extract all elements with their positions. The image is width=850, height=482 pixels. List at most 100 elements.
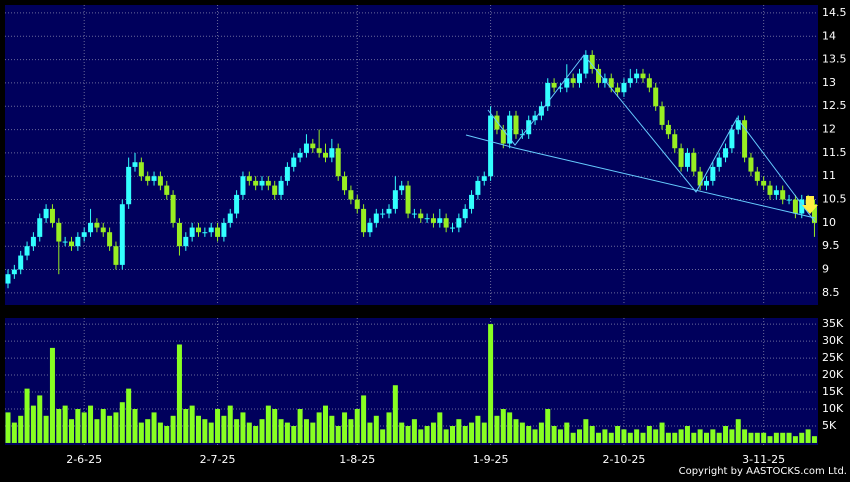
volume-bar [761,432,767,443]
volume-bar [291,425,297,443]
candle-body [627,78,633,83]
volume-bar [253,425,259,443]
candle-body [475,180,481,195]
candle-body [710,166,716,181]
y-tick-label: 20K [822,368,844,381]
volume-bar [94,419,100,443]
volume-bar [297,409,303,443]
y-tick-label: 13 [822,76,836,89]
volume-bar [437,412,443,443]
volume-bar [151,412,157,443]
candle-body [49,208,55,223]
candle-body [81,232,87,237]
grid [5,5,818,445]
volume-bar [5,412,11,443]
volume-bar [748,432,754,443]
candle-body [151,176,157,181]
candle-body [488,115,494,177]
volume-bar [513,419,519,443]
y-tick-label: 14.5 [822,6,847,19]
y-tick-label: 9 [822,263,829,276]
y-tick-label: 10.5 [822,193,847,206]
candle-body [100,227,106,233]
volume-bar [805,429,811,443]
candle-body [659,106,665,125]
y-tick-label: 10 [822,216,836,229]
candle-body [265,180,271,186]
volume-bar [303,419,309,443]
candle-body [780,190,786,200]
volume-bar [653,429,659,443]
volume-bar [56,409,62,443]
candle-body [456,218,462,228]
candle-body [157,176,163,186]
volume-bar [462,425,468,443]
volume-bar [342,412,348,443]
volume-bar [157,422,163,443]
volume-bar [691,432,697,443]
x-tick-label: 1-9-25 [473,453,509,466]
volume-bar [107,415,113,443]
volume-bar [557,429,563,443]
volume-bar [11,422,17,443]
candle-body [767,185,773,195]
candle-body [799,199,805,214]
candle-body [748,157,754,172]
candle-body [392,190,398,209]
candle-body [5,274,11,284]
volume-bar [354,409,360,443]
volume-bar [519,422,525,443]
volume-bar [684,425,690,443]
volume-bar [418,429,424,443]
volume-bar [799,432,805,443]
volume-bar [145,419,151,443]
volume-bar [329,415,335,443]
volume-bar [37,395,43,443]
candle-body [284,166,290,181]
volume-bar [710,429,716,443]
candle-body [189,227,195,237]
candle-body [596,68,602,83]
volume-bar [494,415,500,443]
volume-bar [246,422,252,443]
candle-body [361,208,367,233]
volume-bar [735,419,741,443]
candle-body [646,78,652,88]
volume-bar [475,415,481,443]
y-tick-label: 13.5 [822,53,847,66]
volume-bar [602,429,608,443]
candle-body [513,115,519,135]
candle-body [373,213,379,223]
volume-bar [723,425,729,443]
candle-body [405,185,411,214]
y-tick-label: 12 [822,123,836,136]
candle-body [367,222,373,233]
volume-bar [132,409,138,443]
volume-bar [538,422,544,443]
candle-body [291,157,297,167]
volume-bar [577,429,582,443]
volume-bar [208,422,214,443]
volume-bar [481,422,487,443]
y-tick-label: 14 [822,29,836,42]
volume-bar [583,419,589,443]
volume-bar [265,405,271,443]
candle-body [75,236,81,247]
volume-bar [526,425,532,443]
y-tick-label: 15K [822,385,844,398]
volume-bar [348,419,354,443]
candle-body [430,218,436,223]
volume-bar [672,432,678,443]
volume-bar [500,409,506,443]
volume-bar [424,425,430,443]
y-tick-label: 30K [822,334,844,347]
candle-body [227,213,233,223]
volume-bar [488,324,494,443]
candle-body [704,180,709,186]
y-tick-label: 11.5 [822,146,847,159]
x-tick-label: 1-8-25 [339,453,375,466]
volume-bar [392,385,398,443]
volume-bar [310,422,316,443]
candle-body [170,194,176,223]
y-tick-label: 9.5 [822,239,840,252]
